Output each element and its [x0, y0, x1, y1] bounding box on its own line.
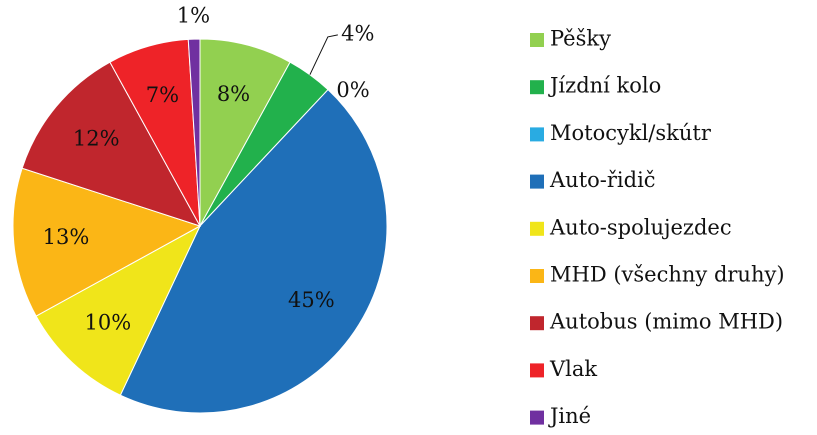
legend-swatch: [530, 316, 544, 331]
legend-label: Autobus (mimo MHD): [549, 310, 783, 334]
legend-label: Vlak: [549, 357, 597, 381]
legend-swatch: [530, 269, 544, 283]
pie-slice: [12, 167, 202, 317]
data-label: 45%: [288, 288, 335, 312]
legend-swatch: [530, 80, 544, 95]
pie-slice: [187, 38, 201, 227]
legend-swatch: [530, 221, 544, 236]
data-label: 10%: [84, 311, 131, 335]
pie-slice: [21, 61, 202, 227]
legend-swatch: [530, 363, 544, 378]
legend-label: Auto-řidič: [549, 168, 656, 192]
pie-slice: [119, 88, 388, 414]
data-label: 12%: [73, 127, 120, 151]
data-label: 7%: [146, 83, 179, 107]
pie-slice: [35, 224, 202, 396]
legend-label: Auto-spolujezdec: [549, 215, 732, 239]
legend-swatch: [530, 410, 544, 425]
legend-label: Pěšky: [550, 27, 611, 51]
data-label: 8%: [217, 82, 250, 106]
pie-slice: [199, 38, 291, 227]
legend-swatch: [530, 33, 544, 47]
legend-label: Motocykl/skútr: [550, 121, 712, 145]
leader-line: [309, 34, 338, 75]
legend-swatch: [530, 174, 544, 189]
data-label: 1%: [177, 4, 210, 28]
legend-label: Jiné: [548, 404, 591, 428]
data-label: 4%: [341, 21, 374, 45]
legend-label: MHD (všechny druhy): [550, 263, 785, 287]
data-label: 13%: [43, 225, 90, 249]
legend-label: Jízdní kolo: [548, 74, 661, 98]
data-label: 0%: [336, 78, 369, 102]
legend-swatch: [530, 127, 544, 142]
